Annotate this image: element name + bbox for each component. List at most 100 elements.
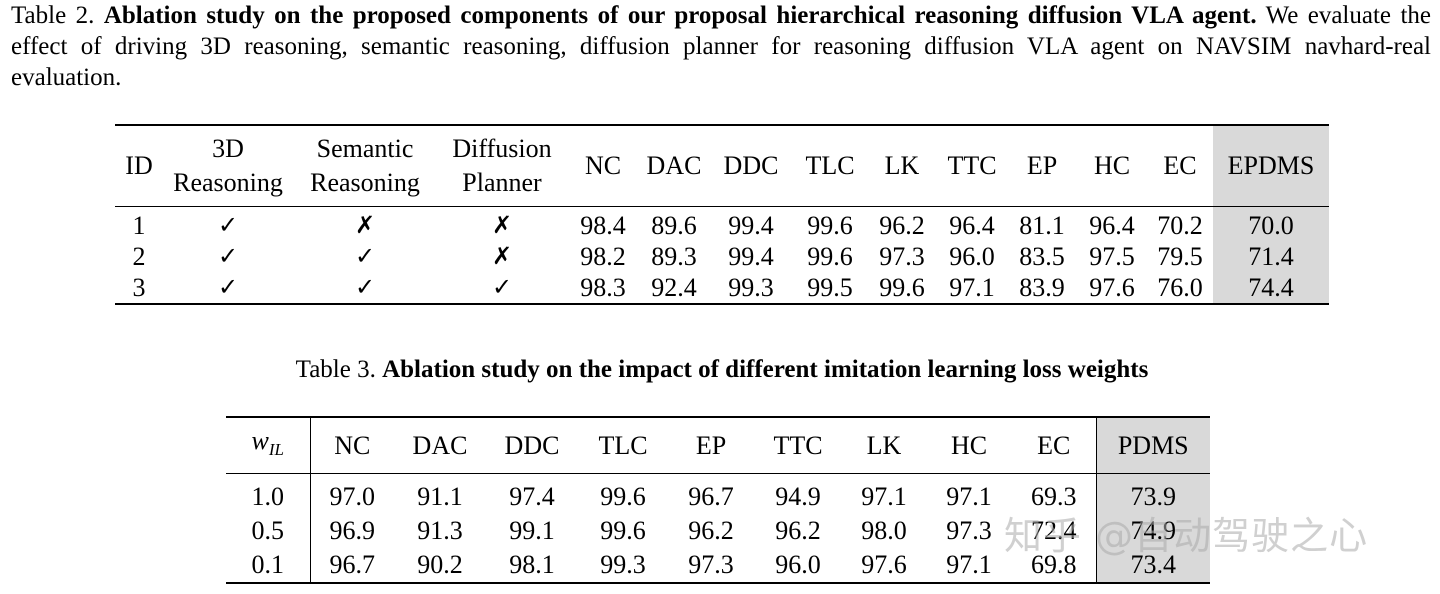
col-ttc: TTC bbox=[937, 124, 1007, 207]
col-hc: HC bbox=[1077, 124, 1147, 207]
table3-row: 0.5 96.9 91.3 99.1 99.6 96.2 96.2 98.0 9… bbox=[226, 514, 1210, 548]
cell-value: 89.3 bbox=[651, 242, 697, 271]
col-ec: EC bbox=[1147, 124, 1213, 207]
cell-value: 96.9 bbox=[329, 516, 376, 545]
col-ec: EC bbox=[1012, 416, 1097, 474]
col-weight: wIL bbox=[226, 416, 311, 474]
cell-value: 91.3 bbox=[417, 516, 463, 545]
cell-value: 69.3 bbox=[1012, 473, 1097, 514]
cell-value: 99.6 bbox=[807, 211, 853, 240]
cell-value: 89.6 bbox=[651, 211, 697, 240]
cell-value: 96.2 bbox=[879, 211, 925, 240]
cell-value: 98.4 bbox=[580, 211, 626, 240]
cell-value: 97.1 bbox=[926, 548, 1012, 584]
cell-id: 3 bbox=[115, 272, 163, 305]
col-ddc: DDC bbox=[709, 124, 793, 207]
check-icon: ✓ bbox=[293, 272, 437, 305]
check-icon: ✓ bbox=[217, 211, 239, 239]
cell-value: 69.8 bbox=[1012, 548, 1097, 584]
cell-value: 99.4 bbox=[728, 211, 774, 240]
col-ttc: TTC bbox=[754, 416, 842, 474]
cell-value: 98.3 bbox=[567, 272, 639, 305]
cell-value: 97.1 bbox=[937, 272, 1007, 305]
cell-value: 96.0 bbox=[949, 242, 995, 271]
cell-value: 99.3 bbox=[709, 272, 793, 305]
cell-value: 99.3 bbox=[578, 548, 668, 584]
cell-value: 99.5 bbox=[793, 272, 867, 305]
col-lk: LK bbox=[867, 124, 937, 207]
cell-weight: 1.0 bbox=[226, 473, 311, 514]
table2-header-row: ID 3D Reasoning Semantic Reasoning Diffusi… bbox=[115, 124, 1329, 207]
cell-value: 99.6 bbox=[600, 516, 646, 545]
table3: wIL NC DAC DDC TLC EP TTC LK HC EC PDMS … bbox=[226, 416, 1210, 584]
cell-value: 99.6 bbox=[867, 272, 937, 305]
cell-score: 73.4 bbox=[1096, 548, 1210, 584]
table3-caption: Table 3. Ablation study on the impact of… bbox=[0, 354, 1440, 385]
cell-value: 97.1 bbox=[861, 482, 907, 511]
cell-value: 72.4 bbox=[1012, 514, 1097, 548]
cell-value: 97.1 bbox=[946, 482, 992, 511]
col-pdms: PDMS bbox=[1096, 416, 1210, 474]
col-ep: EP bbox=[668, 416, 754, 474]
col-hc: HC bbox=[926, 416, 1012, 474]
watermark: 知乎 @自动驾驶之心 bbox=[1004, 514, 1369, 558]
cell-id: 1 bbox=[132, 211, 146, 240]
cell-value: 98.0 bbox=[861, 516, 907, 545]
cross-icon: ✗ bbox=[491, 242, 513, 270]
cell-value: 97.3 bbox=[946, 516, 992, 545]
cell-value: 96.0 bbox=[754, 548, 842, 584]
table3-row: 1.0 97.0 91.1 97.4 99.6 96.7 94.9 97.1 9… bbox=[226, 473, 1210, 514]
col-dac: DAC bbox=[394, 416, 486, 474]
cell-value: 96.2 bbox=[688, 516, 734, 545]
table2-caption-prefix: Table 2. bbox=[11, 2, 95, 29]
cell-value: 99.1 bbox=[509, 516, 555, 545]
col-semantic-reasoning: Semantic Reasoning bbox=[293, 124, 437, 207]
col-epdms: EPDMS bbox=[1213, 124, 1329, 207]
cell-value: 96.4 bbox=[1089, 211, 1135, 240]
table2-caption: Table 2. Ablation study on the proposed … bbox=[11, 0, 1431, 93]
cell-value: 97.4 bbox=[509, 482, 555, 511]
col-id: ID bbox=[115, 124, 163, 207]
table2-caption-bold: Ablation study on the proposed component… bbox=[103, 2, 1257, 29]
col-tlc: TLC bbox=[793, 124, 867, 207]
cell-value: 98.2 bbox=[580, 242, 626, 271]
cell-value: 99.4 bbox=[728, 242, 774, 271]
cell-score: 74.4 bbox=[1213, 272, 1329, 305]
cross-icon: ✗ bbox=[354, 211, 376, 239]
cell-value: 97.6 bbox=[842, 548, 926, 584]
cell-value: 83.5 bbox=[1019, 242, 1065, 271]
cell-value: 96.2 bbox=[775, 516, 821, 545]
col-tlc: TLC bbox=[578, 416, 668, 474]
col-ddc: DDC bbox=[486, 416, 578, 474]
cell-score: 71.4 bbox=[1213, 241, 1329, 272]
cell-value: 98.1 bbox=[486, 548, 578, 584]
cell-value: 79.5 bbox=[1157, 242, 1203, 271]
col-3d-reasoning: 3D Reasoning bbox=[163, 124, 293, 207]
cell-score: 73.9 bbox=[1096, 473, 1210, 514]
table2-row: 1 ✓ ✗ ✗ 98.4 89.6 99.4 99.6 96.2 96.4 81… bbox=[115, 210, 1329, 241]
cell-score: 74.9 bbox=[1096, 514, 1210, 548]
col-lk: LK bbox=[842, 416, 926, 474]
table2-caption-rest: We evaluate the effect of driving 3D rea… bbox=[11, 2, 1432, 91]
cell-value: 97.5 bbox=[1089, 242, 1135, 271]
col-dac: DAC bbox=[639, 124, 709, 207]
col-ep: EP bbox=[1007, 124, 1077, 207]
cell-id: 2 bbox=[132, 242, 146, 271]
cell-value: 94.9 bbox=[775, 482, 821, 511]
cell-value: 70.2 bbox=[1157, 211, 1203, 240]
cell-value: 90.2 bbox=[394, 548, 486, 584]
table2-row: 2 ✓ ✓ ✗ 98.2 89.3 99.4 99.6 97.3 96.0 83… bbox=[115, 241, 1329, 272]
check-icon: ✓ bbox=[437, 272, 567, 305]
table2-row: 3 ✓ ✓ ✓ 98.3 92.4 99.3 99.5 99.6 97.1 83… bbox=[115, 272, 1329, 305]
cell-value: 91.1 bbox=[417, 482, 463, 511]
cross-icon: ✗ bbox=[491, 211, 513, 239]
cell-weight: 0.5 bbox=[226, 514, 311, 548]
check-icon: ✓ bbox=[354, 242, 376, 270]
cell-value: 96.4 bbox=[949, 211, 995, 240]
col-diffusion-planner: Diffusion Planner bbox=[437, 124, 567, 207]
col-nc: NC bbox=[310, 416, 394, 474]
cell-value: 92.4 bbox=[639, 272, 709, 305]
table3-caption-bold: Ablation study on the impact of differen… bbox=[382, 356, 1149, 383]
cell-value: 97.0 bbox=[329, 482, 376, 511]
check-icon: ✓ bbox=[163, 272, 293, 305]
